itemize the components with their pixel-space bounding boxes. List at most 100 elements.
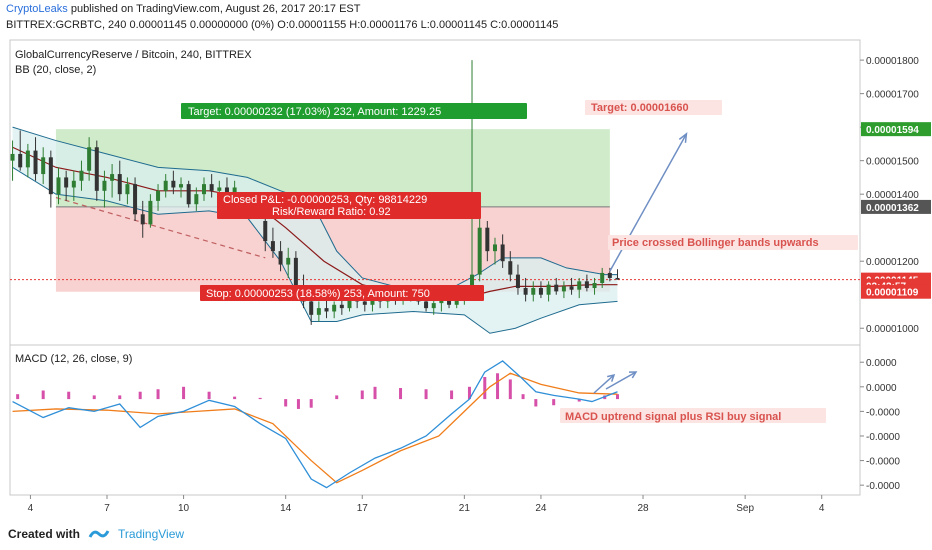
macd-hist-bar	[534, 399, 538, 407]
candle-body	[79, 170, 84, 181]
price-badge	[861, 122, 931, 137]
ticker-line: BITTREX:GCRBTC, 240 0.00001145 0.0000000…	[6, 19, 559, 31]
candle-body	[447, 299, 452, 305]
candle-body	[56, 177, 61, 195]
candle-body	[546, 284, 551, 295]
macd-hist-bar	[309, 399, 313, 408]
macd-arrow-head	[628, 371, 638, 379]
price-tick-label: 0.00001700	[866, 90, 919, 101]
published-text: published on TradingView.com, August 26,…	[70, 3, 361, 15]
projection-line	[55, 196, 266, 259]
macd-hist-bar	[508, 379, 512, 400]
candle-body	[87, 147, 92, 171]
tradingview-logo-icon	[88, 530, 110, 538]
candle-body	[607, 272, 612, 278]
macd-hist-bar	[399, 388, 403, 400]
target-info-box	[181, 103, 527, 119]
price-badge-label: 0.00001109	[866, 288, 919, 299]
risk-reward-text: Risk/Reward Ratio: 0.92	[272, 206, 391, 218]
macd-hist-bar	[284, 399, 288, 407]
candle-body	[25, 150, 30, 168]
macd-hist-bar	[258, 397, 262, 400]
candle-body	[332, 304, 337, 312]
macd-note-text: MACD uptrend signal plus RSI buy signal	[565, 411, 781, 423]
candle-body	[515, 274, 520, 289]
footer: Created with TradingView	[8, 527, 184, 541]
candle-body	[584, 281, 589, 289]
macd-tick-label: 0.0000	[866, 358, 897, 369]
pnl-info-text: Closed P&L: -0.00000253, Qty: 98814229	[223, 194, 427, 206]
candle-body	[477, 227, 482, 275]
candle-body	[71, 180, 76, 188]
author-link[interactable]: CryptoLeaks	[6, 3, 68, 15]
target-note-text: Target: 0.00001660	[591, 102, 689, 114]
bb-fill	[12, 127, 618, 334]
candle-body	[600, 272, 605, 283]
candle-body	[339, 304, 344, 309]
macd-hist-bar	[67, 391, 71, 400]
candle-body	[41, 157, 46, 175]
pnl-info-box	[217, 192, 481, 219]
macd-hist-bar	[483, 376, 487, 400]
candle-body	[370, 298, 375, 305]
price-tick-label: 0.00001000	[866, 324, 919, 335]
candle-body	[186, 184, 191, 205]
date-tick-label: 4	[28, 503, 34, 514]
tradingview-link[interactable]: TradingView	[118, 527, 185, 541]
candle-body	[110, 174, 115, 181]
candle-body	[163, 180, 168, 191]
macd-arrow-line	[593, 374, 615, 394]
candle-body	[347, 298, 352, 309]
macd-hist-bar	[577, 399, 581, 402]
macd-hist-bar	[156, 389, 160, 400]
price-tick-label: 0.00001500	[866, 157, 919, 168]
bb-lower-band	[12, 166, 618, 334]
candle-body	[48, 157, 53, 195]
candle-body	[293, 257, 298, 289]
target-arrow-head	[678, 132, 688, 143]
stop-info-text: Stop: 0.00000253 (18.58%) 253, Amount: 7…	[206, 288, 430, 300]
bb-basis	[12, 146, 618, 299]
candle-body	[33, 150, 38, 175]
chart-title: GlobalCurrencyReserve / Bitcoin, 240, BI…	[15, 49, 252, 61]
macd-hist-bar	[16, 394, 20, 400]
candle-body	[508, 261, 513, 275]
macd-hist-bar	[424, 389, 428, 400]
price-tick-label: 0.00001400	[866, 190, 919, 201]
candle-body	[209, 184, 214, 191]
chart-canvas[interactable]: 0.000018000.000017000.000016000.00001500…	[0, 0, 932, 520]
macd-tick-label: -0.0000	[866, 407, 900, 418]
candle-body	[424, 301, 429, 309]
candle-body	[232, 187, 237, 195]
candle-body	[577, 281, 582, 290]
macd-indicator-label: MACD (12, 26, close, 9)	[15, 353, 132, 365]
macd-signal-line	[12, 372, 618, 484]
date-tick-label: 24	[535, 503, 547, 514]
macd-tick-label: -0.0000	[866, 457, 900, 468]
candle-body	[286, 257, 291, 265]
candle-body	[470, 274, 475, 292]
candle-body	[454, 298, 459, 305]
macd-hist-bar	[296, 399, 300, 409]
bb-upper-band	[12, 126, 618, 289]
date-tick-label: 14	[280, 503, 292, 514]
candle-body	[592, 282, 597, 289]
date-tick-label: 21	[459, 503, 471, 514]
macd-tick-label: -0.0000	[866, 481, 900, 492]
candle-body	[194, 194, 199, 205]
candle-body	[201, 184, 206, 195]
candle-body	[523, 288, 528, 295]
candle-body	[179, 184, 184, 188]
candle-body	[94, 147, 99, 191]
candle-body	[492, 244, 497, 252]
macd-hist-bar	[182, 386, 186, 400]
candle-body	[270, 241, 275, 252]
macd-tick-label: 0.0000	[866, 383, 897, 394]
candle-body	[148, 200, 153, 225]
macd-hist-bar	[552, 399, 556, 406]
candle-body	[554, 284, 559, 292]
macd-hist-bar	[233, 396, 237, 400]
candle-body	[117, 174, 122, 195]
price-tick-label: 0.00001200	[866, 257, 919, 268]
candle-body	[10, 153, 15, 161]
